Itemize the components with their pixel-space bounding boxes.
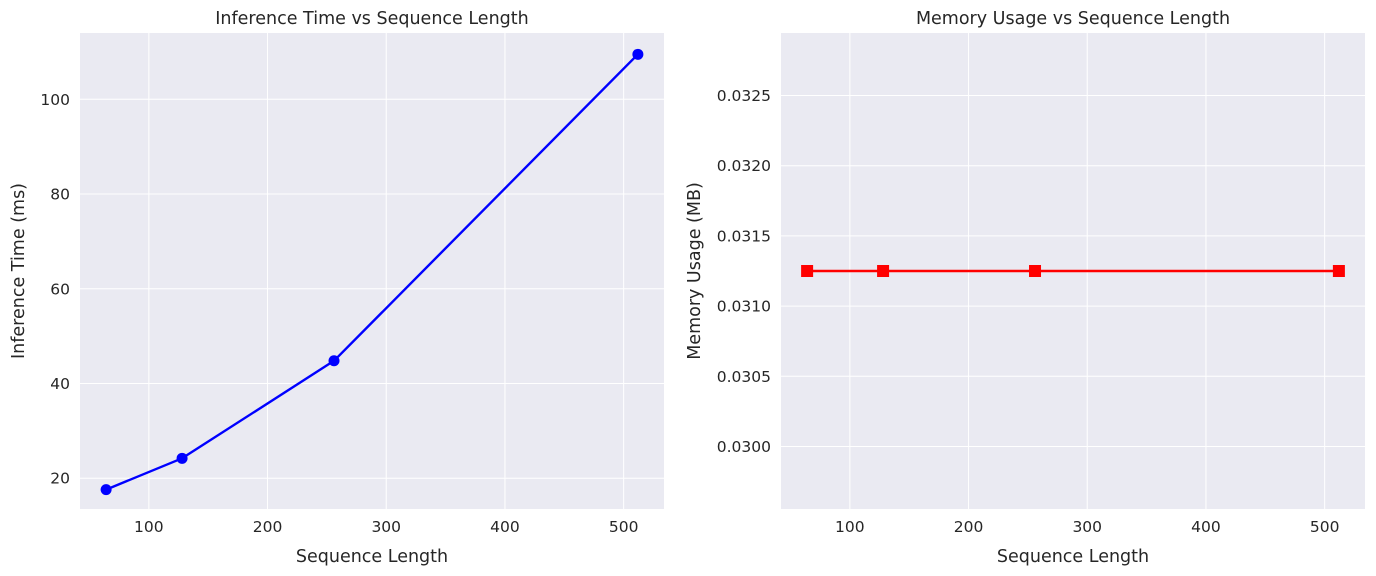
marks-memory — [801, 265, 1345, 277]
data-point — [632, 48, 644, 60]
y-tick-label: 20 — [50, 470, 70, 488]
y-tick-label: 80 — [50, 186, 70, 204]
chart-inference-time: 100 200 300 400 500 20 40 60 80 100 Inference Tim… — [9, 9, 664, 567]
x-tick-label: 200 — [954, 518, 984, 536]
x-tick-label: 200 — [253, 518, 283, 536]
y-tick-label: 0.0305 — [717, 368, 771, 386]
chart-title-inference: Inference Time vs Sequence Length — [215, 9, 528, 29]
chart-title-memory: Memory Usage vs Sequence Length — [916, 9, 1230, 29]
y-axis-label-memory: Memory Usage (MB) — [685, 182, 705, 360]
y-axis-label-inference: Inference Time (ms) — [9, 183, 29, 359]
y-tick-label: 60 — [50, 280, 70, 298]
x-tick-label: 300 — [371, 518, 401, 536]
x-tick-label: 400 — [490, 518, 520, 536]
data-point — [1029, 265, 1042, 277]
marks-inference — [100, 48, 644, 496]
data-point — [801, 265, 814, 277]
chart-memory-usage: 100 200 300 400 500 0.0300 0.0305 0.0310 0.0315 0… — [685, 9, 1365, 567]
y-tick-label: 100 — [40, 91, 70, 109]
x-axis-label-memory: Sequence Length — [997, 547, 1149, 567]
data-point — [100, 484, 112, 496]
x-axis-label-inference: Sequence Length — [296, 547, 448, 567]
series-line — [105, 53, 639, 491]
y-tick-label: 0.0300 — [717, 438, 771, 456]
plot-area-inference — [80, 33, 664, 509]
y-tick-label: 0.0325 — [717, 87, 771, 105]
x-tick-label: 500 — [1310, 518, 1340, 536]
y-tick-label: 0.0310 — [717, 298, 771, 316]
grid-inference — [80, 33, 664, 509]
x-tick-label: 500 — [609, 518, 639, 536]
x-tick-label: 100 — [134, 518, 164, 536]
ticks-inference: 100 200 300 400 500 20 40 60 80 100 — [40, 91, 638, 536]
data-point — [1332, 265, 1345, 277]
x-tick-label: 100 — [835, 518, 865, 536]
ticks-memory: 100 200 300 400 500 0.0300 0.0305 0.0310 0.0315 0… — [717, 87, 1340, 536]
data-point — [328, 355, 340, 367]
data-point — [176, 452, 188, 464]
y-tick-label: 40 — [50, 375, 70, 393]
y-tick-label: 0.0320 — [717, 157, 771, 175]
data-point — [877, 265, 890, 277]
x-tick-label: 400 — [1191, 518, 1221, 536]
y-tick-label: 0.0315 — [717, 227, 771, 245]
x-tick-label: 300 — [1072, 518, 1102, 536]
